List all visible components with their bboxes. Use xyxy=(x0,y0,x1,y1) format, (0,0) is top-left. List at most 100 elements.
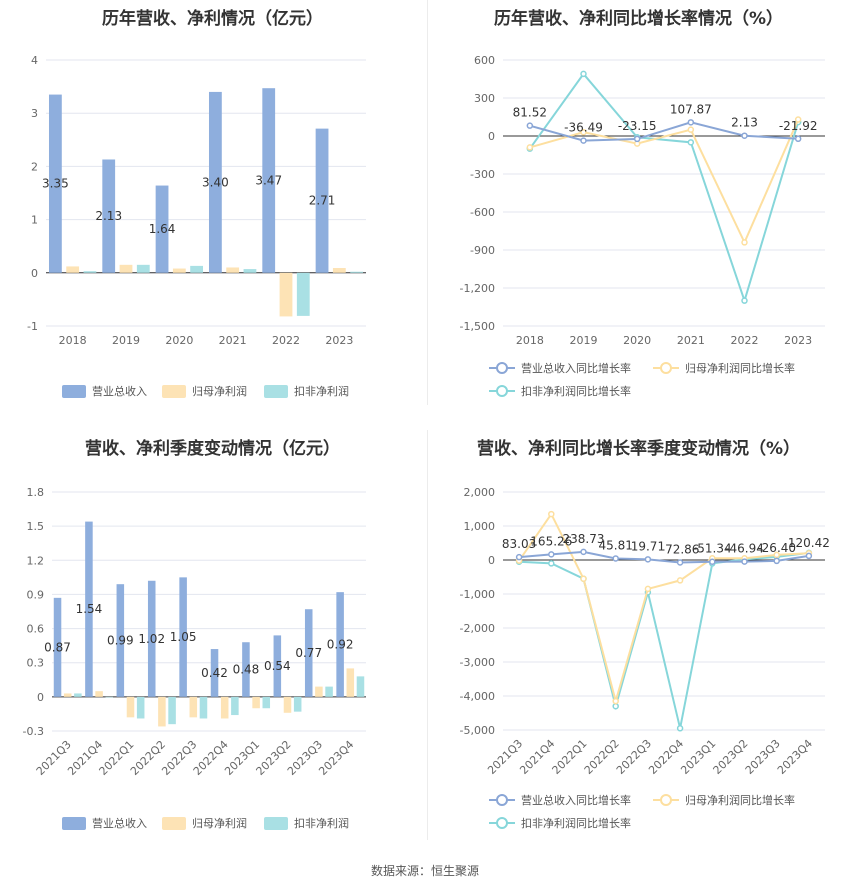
bar-value-label: 0.77 xyxy=(295,646,322,660)
bar-revenue xyxy=(304,609,313,697)
y-tick-label: -600 xyxy=(470,206,495,219)
data-point xyxy=(633,135,641,143)
point-value-label: 120.42 xyxy=(788,536,830,550)
annual-growth-chart: 历年营收、净利同比增长率情况（%） -1,500 -1,200 -900 -600 -3… xyxy=(427,0,850,420)
bar-value-label: 0.48 xyxy=(233,663,260,677)
point-value-label: -26.40 xyxy=(757,541,796,555)
x-tick-label: 2023Q4 xyxy=(316,738,356,778)
legend-swatch xyxy=(162,385,186,398)
bar-net-profit xyxy=(63,693,72,697)
x-tick-label: 2018 xyxy=(59,334,87,347)
bar-deducted-profit xyxy=(243,269,257,273)
point-value-label: -51.34 xyxy=(693,542,732,556)
legend-swatch xyxy=(162,817,186,830)
data-point xyxy=(612,555,619,562)
data-point xyxy=(773,551,780,559)
bar-value-label: 1.64 xyxy=(149,222,176,236)
y-tick-label: 2,000 xyxy=(464,486,496,499)
x-tick-label: 2023 xyxy=(325,334,353,347)
chart-title: 营收、净利同比增长率季度变动情况（%） xyxy=(476,439,801,459)
data-point xyxy=(580,575,587,582)
legend-swatch-marker xyxy=(660,362,672,374)
x-tick-label: 2019 xyxy=(112,334,140,347)
bar-deducted-profit xyxy=(350,271,364,273)
bar-value-label: 1.54 xyxy=(76,602,103,616)
bar-deducted-profit xyxy=(136,264,150,273)
data-point xyxy=(687,139,695,146)
bar-revenue xyxy=(315,128,329,273)
chart-svg: -1,500 -1,200 -900 -600 -300 0 300 600 2018 2019 2… xyxy=(460,54,825,398)
bar-deducted-profit xyxy=(190,265,204,273)
bar-net-profit xyxy=(252,696,260,709)
point-value-label: 45.81 xyxy=(599,538,633,552)
bar-value-label: 0.87 xyxy=(44,640,71,654)
bar-deducted-profit xyxy=(325,686,333,697)
bar-value-label: 0.54 xyxy=(264,659,291,673)
bar-value-label: 0.42 xyxy=(201,666,228,680)
bar-net-profit xyxy=(158,696,166,727)
legend-label: 营业总收入 xyxy=(92,384,147,398)
panel-divider xyxy=(427,0,428,405)
legend-label: 归母净利润同比增长率 xyxy=(685,793,795,807)
data-point xyxy=(687,126,695,133)
bar-value-label: 0.99 xyxy=(107,634,134,648)
legend-label: 营业总收入 xyxy=(92,816,147,830)
bar-deducted-profit xyxy=(105,696,114,698)
y-tick-label: -0.3 xyxy=(23,725,44,738)
data-point xyxy=(773,557,780,565)
bar-revenue xyxy=(116,584,125,697)
bar-revenue xyxy=(273,635,282,697)
data-point xyxy=(548,510,555,518)
y-tick-label: 0 xyxy=(31,267,38,280)
data-point xyxy=(794,116,802,123)
x-tick-label: 2023 xyxy=(784,334,812,347)
y-tick-label: -1,200 xyxy=(460,282,495,295)
data-source-note: 数据来源：恒生聚源 xyxy=(370,864,479,878)
y-tick-label: 1.8 xyxy=(27,486,45,499)
y-tick-label: 0.9 xyxy=(27,588,45,601)
data-point xyxy=(644,556,652,563)
point-value-label: -23.15 xyxy=(618,119,657,133)
series-line xyxy=(529,121,799,142)
series-line xyxy=(518,512,809,705)
bar-revenue xyxy=(102,159,116,273)
y-tick-label: -300 xyxy=(470,168,495,181)
point-value-label: 2.13 xyxy=(731,116,758,130)
bar-net-profit xyxy=(95,691,103,697)
bar-deducted-profit xyxy=(136,696,145,719)
y-tick-label: 1,000 xyxy=(464,520,496,533)
y-tick-label: 1.5 xyxy=(27,520,45,533)
chart-title: 营收、净利季度变动情况（亿元） xyxy=(85,439,340,459)
y-tick-label: 2 xyxy=(31,160,38,173)
bar-deducted-profit xyxy=(293,696,302,712)
bar-value-label: 3.35 xyxy=(42,177,69,191)
bar-deducted-profit xyxy=(231,696,239,716)
point-value-label: -21.92 xyxy=(779,119,818,133)
legend-swatch-marker xyxy=(496,362,508,374)
data-point xyxy=(741,558,748,565)
bar-revenue xyxy=(208,91,222,273)
data-point xyxy=(612,697,619,705)
data-point xyxy=(580,70,587,78)
y-tick-label: -5,000 xyxy=(460,724,495,737)
legend-label: 扣非净利润同比增长率 xyxy=(521,816,631,830)
y-tick-label: -900 xyxy=(470,244,495,257)
chart-svg: -0.300.30.60.91.21.51.82021Q32021Q42022Q… xyxy=(23,486,366,830)
bar-deducted-profit xyxy=(356,676,365,697)
point-value-label: 81.52 xyxy=(513,106,547,120)
bar-net-profit xyxy=(220,696,229,719)
legend-swatch xyxy=(264,817,288,830)
series-line xyxy=(529,72,800,304)
bar-revenue xyxy=(147,580,156,697)
bar-net-profit xyxy=(283,696,292,713)
bar-net-profit xyxy=(126,696,135,718)
bar-revenue xyxy=(53,597,62,697)
data-point xyxy=(676,559,684,566)
y-tick-label: 300 xyxy=(474,92,495,105)
x-tick-label: 2020 xyxy=(165,334,193,347)
bar-deducted-profit xyxy=(74,693,82,697)
data-point xyxy=(794,135,802,143)
bar-deducted-profit xyxy=(83,271,97,273)
data-point xyxy=(548,560,555,567)
x-tick-label: 2022 xyxy=(272,334,300,347)
